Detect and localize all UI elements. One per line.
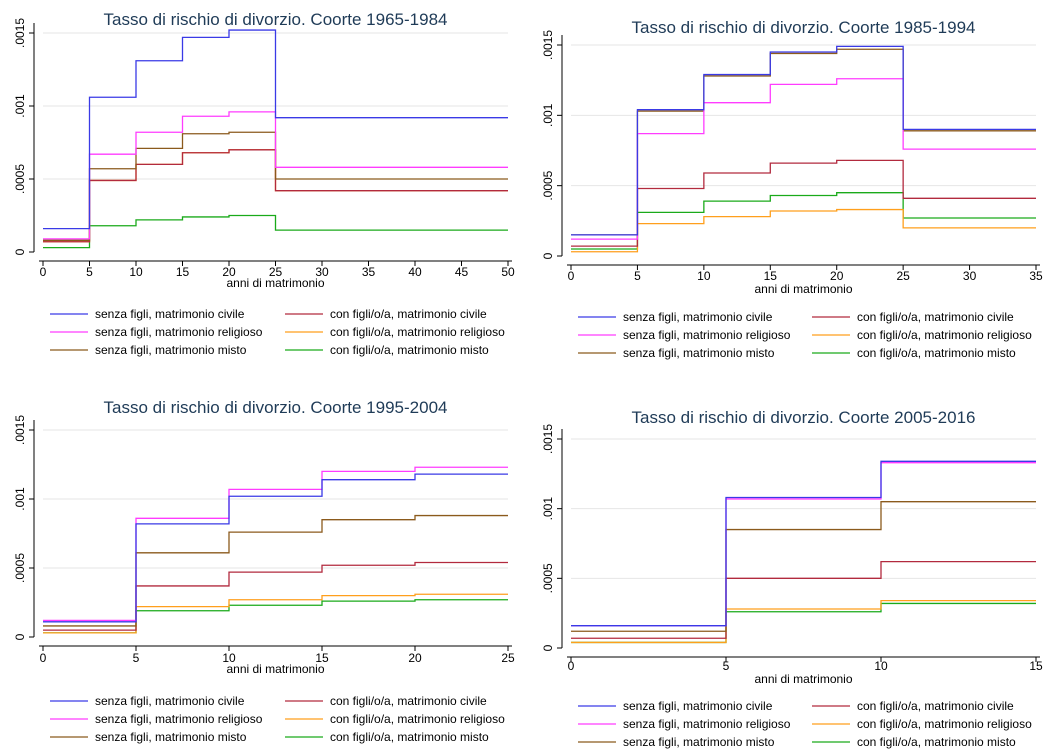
chart-title: Tasso di rischio di divorzio. Coorte 200…	[632, 408, 976, 427]
legend-label: senza figli, matrimonio civile	[95, 307, 245, 321]
series-line-con-religioso	[571, 599, 1036, 644]
x-tick-label: 15	[315, 651, 329, 665]
x-tick-label: 20	[408, 651, 422, 665]
y-tick-label: .001	[541, 497, 555, 521]
x-tick-label: 5	[723, 659, 730, 673]
x-tick-label: 10	[874, 659, 888, 673]
y-tick-label: .0005	[541, 170, 555, 200]
legend-label: senza figli, matrimonio religioso	[95, 712, 263, 726]
legend-label: senza figli, matrimonio misto	[623, 735, 775, 749]
series-line-con-religioso	[571, 208, 1036, 253]
series-line-con-civile	[571, 159, 1036, 247]
series-line-con-misto	[571, 192, 1036, 250]
x-tick-label: 10	[222, 651, 236, 665]
y-tick-label: .001	[13, 94, 27, 118]
x-tick-label: 0	[568, 659, 575, 673]
y-tick-label: .001	[13, 487, 27, 511]
legend-label: con figli/o/a, matrimonio religioso	[330, 325, 505, 339]
x-tick-label: 15	[176, 265, 190, 279]
chart-panel-3: 0 .0005 .001 .0015 0 5 10 15 20 25 Tasso di rischi…	[13, 398, 515, 744]
legend-label: senza figli, matrimonio civile	[623, 699, 773, 713]
x-tick-label: 20	[222, 265, 236, 279]
y-tick-label: .0015	[13, 18, 27, 48]
chart-panel-2: 0 .0005 .001 .0015 0 5 10 15 20 25 30 35 Tasso di ri…	[541, 18, 1043, 360]
x-tick-label: 20	[830, 269, 844, 283]
y-tick-label: 0	[13, 633, 27, 640]
legend-label: con figli/o/a, matrimonio religioso	[330, 712, 505, 726]
series-line-con-civile	[571, 560, 1036, 639]
legend-label: senza figli, matrimonio civile	[623, 310, 773, 324]
series-line-senza-misto	[43, 514, 508, 627]
legend-label: senza figli, matrimonio civile	[95, 694, 245, 708]
y-tick-label: .0015	[541, 424, 555, 454]
legend-label: con figli/o/a, matrimonio civile	[330, 694, 487, 708]
x-tick-label: 30	[315, 265, 329, 279]
legend-label: senza figli, matrimonio religioso	[623, 328, 791, 342]
legend-label: senza figli, matrimonio misto	[95, 343, 247, 357]
series-line-senza-misto	[571, 48, 1036, 236]
y-tick-label: .0015	[541, 30, 555, 60]
y-tick-label: 0	[541, 644, 555, 651]
x-tick-label: 30	[963, 269, 977, 283]
y-tick-label: .0005	[13, 553, 27, 583]
legend-label: con figli/o/a, matrimonio misto	[330, 343, 489, 357]
legend-label: senza figli, matrimonio religioso	[623, 717, 791, 731]
legend-label: con figli/o/a, matrimonio civile	[857, 699, 1014, 713]
legend-label: con figli/o/a, matrimonio religioso	[857, 328, 1032, 342]
series-line-senza-civile	[571, 45, 1036, 236]
series-line-senza-religioso	[571, 78, 1036, 240]
x-tick-label: 5	[86, 265, 93, 279]
legend-label: con figli/o/a, matrimonio misto	[330, 730, 489, 744]
x-tick-label: 5	[133, 651, 140, 665]
x-axis-label: anni di matrimonio	[754, 282, 852, 296]
series-line-senza-civile	[43, 29, 508, 230]
x-tick-label: 25	[269, 265, 283, 279]
legend-label: con figli/o/a, matrimonio misto	[857, 735, 1016, 749]
x-tick-label: 45	[455, 265, 469, 279]
x-axis-label: anni di matrimonio	[754, 672, 852, 686]
x-tick-label: 40	[408, 265, 422, 279]
legend-label: con figli/o/a, matrimonio civile	[330, 307, 487, 321]
y-tick-label: .0005	[541, 563, 555, 593]
chart-panel-1: 0 .0005 .001 .0015 0 5 10 15 20 25 30 35 40 45 50 Tasso…	[13, 10, 515, 357]
x-tick-label: 15	[1029, 659, 1043, 673]
series-line-con-misto	[43, 214, 508, 249]
x-tick-label: 35	[1029, 269, 1043, 283]
y-tick-label: .0005	[13, 164, 27, 194]
x-axis-label: anni di matrimonio	[226, 276, 324, 290]
legend-label: senza figli, matrimonio misto	[623, 346, 775, 360]
series-line-senza-religioso	[43, 466, 508, 622]
series-line-senza-civile	[43, 473, 508, 623]
chart-title: Tasso di rischio di divorzio. Coorte 196…	[104, 10, 448, 29]
x-tick-label: 0	[40, 265, 47, 279]
chart-title: Tasso di rischio di divorzio. Coorte 199…	[104, 398, 448, 417]
x-tick-label: 25	[501, 651, 515, 665]
y-tick-label: 0	[13, 248, 27, 255]
x-tick-label: 5	[634, 269, 641, 283]
x-tick-label: 0	[40, 651, 47, 665]
series-line-con-misto	[43, 599, 508, 634]
y-tick-label: .0015	[13, 415, 27, 445]
x-axis-label: anni di matrimonio	[226, 662, 324, 676]
x-tick-label: 10	[129, 265, 143, 279]
legend-label: senza figli, matrimonio misto	[95, 730, 247, 744]
series-line-senza-civile	[571, 460, 1036, 627]
x-tick-label: 25	[896, 269, 910, 283]
chart-title: Tasso di rischio di divorzio. Coorte 198…	[632, 18, 976, 37]
legend-label: con figli/o/a, matrimonio religioso	[857, 717, 1032, 731]
series-line-senza-misto	[571, 501, 1036, 632]
legend-label: con figli/o/a, matrimonio misto	[857, 346, 1016, 360]
legend-label: con figli/o/a, matrimonio civile	[857, 310, 1014, 324]
x-tick-label: 15	[764, 269, 778, 283]
y-tick-label: .001	[541, 103, 555, 127]
x-tick-label: 10	[697, 269, 711, 283]
x-tick-label: 35	[362, 265, 376, 279]
x-tick-label: 50	[501, 265, 515, 279]
y-tick-label: 0	[541, 252, 555, 259]
legend-label: senza figli, matrimonio religioso	[95, 325, 263, 339]
x-tick-label: 0	[568, 269, 575, 283]
chart-panel-4: 0 .0005 .001 .0015 0 5 10 15 Tasso di rischio di…	[541, 408, 1043, 749]
